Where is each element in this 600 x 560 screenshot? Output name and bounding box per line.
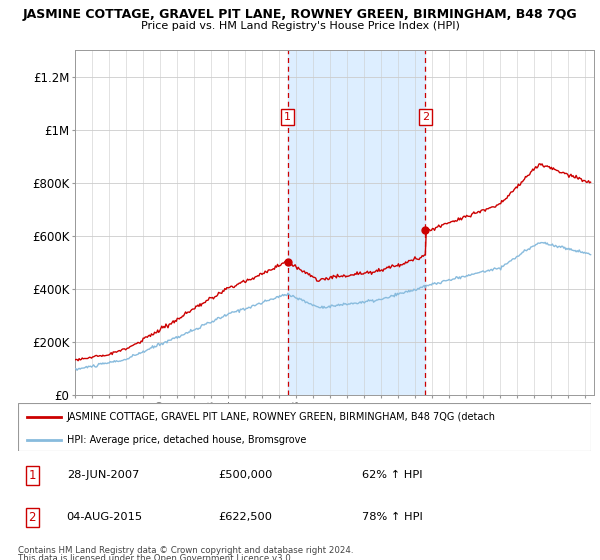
Text: 1: 1 bbox=[29, 469, 36, 482]
Text: JASMINE COTTAGE, GRAVEL PIT LANE, ROWNEY GREEN, BIRMINGHAM, B48 7QG (detach: JASMINE COTTAGE, GRAVEL PIT LANE, ROWNEY… bbox=[67, 412, 496, 422]
Text: JASMINE COTTAGE, GRAVEL PIT LANE, ROWNEY GREEN, BIRMINGHAM, B48 7QG: JASMINE COTTAGE, GRAVEL PIT LANE, ROWNEY… bbox=[23, 8, 577, 21]
FancyBboxPatch shape bbox=[18, 403, 591, 451]
Text: HPI: Average price, detached house, Bromsgrove: HPI: Average price, detached house, Brom… bbox=[67, 435, 306, 445]
Text: £622,500: £622,500 bbox=[218, 512, 272, 522]
Text: 1: 1 bbox=[284, 111, 291, 122]
Text: £500,000: £500,000 bbox=[218, 470, 273, 480]
Text: Price paid vs. HM Land Registry's House Price Index (HPI): Price paid vs. HM Land Registry's House … bbox=[140, 21, 460, 31]
Text: This data is licensed under the Open Government Licence v3.0.: This data is licensed under the Open Gov… bbox=[18, 554, 293, 560]
Text: Contains HM Land Registry data © Crown copyright and database right 2024.: Contains HM Land Registry data © Crown c… bbox=[18, 546, 353, 555]
Text: 28-JUN-2007: 28-JUN-2007 bbox=[67, 470, 139, 480]
Text: 2: 2 bbox=[422, 111, 429, 122]
Bar bbox=[287, 50, 425, 395]
Text: 04-AUG-2015: 04-AUG-2015 bbox=[67, 512, 143, 522]
Text: 62% ↑ HPI: 62% ↑ HPI bbox=[362, 470, 422, 480]
Text: 2: 2 bbox=[29, 511, 36, 524]
Text: 78% ↑ HPI: 78% ↑ HPI bbox=[362, 512, 422, 522]
